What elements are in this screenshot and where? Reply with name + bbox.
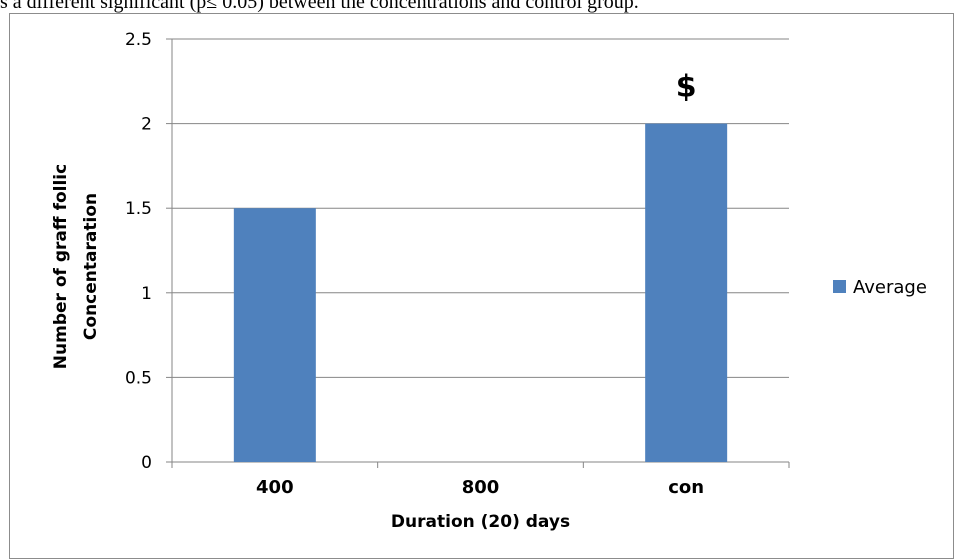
legend-swatch [833, 280, 846, 293]
y-tick-label: 1 [141, 284, 152, 304]
y-tick-label: 0.5 [125, 368, 152, 388]
y-axis-title-line: Concentaration [81, 193, 101, 340]
x-category-label: 800 [462, 477, 500, 498]
bar-400 [233, 208, 316, 462]
x-category-label: con [668, 477, 704, 498]
x-axis-title: Duration (20) days [391, 512, 570, 532]
significance-annotation: $ [676, 70, 697, 105]
x-category-label: 400 [256, 477, 294, 498]
y-tick-label: 0 [141, 453, 152, 473]
y-tick-label: 2.5 [125, 30, 152, 50]
y-tick-label: 2 [141, 115, 152, 135]
legend-label: Average [853, 277, 927, 298]
bar-con [645, 123, 728, 462]
y-tick-label: 1.5 [125, 199, 152, 219]
y-axis-title-line: Number of graff follic [51, 164, 71, 369]
caption-text: s a different significant (p≤ 0.05) betw… [0, 0, 639, 13]
